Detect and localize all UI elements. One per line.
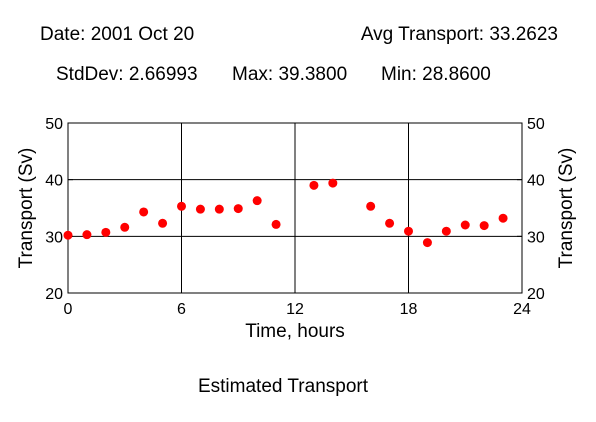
data-point (158, 218, 168, 228)
data-point (101, 227, 111, 237)
data-point (252, 196, 262, 206)
x-tick-label: 12 (286, 301, 304, 318)
x-tick-label: 6 (177, 301, 186, 318)
data-point (271, 219, 281, 229)
y-tick-label-left: 20 (45, 286, 63, 303)
x-tick-label: 24 (513, 301, 531, 318)
y-tick-label-left: 30 (45, 229, 63, 246)
data-point (82, 230, 92, 240)
data-point (233, 204, 243, 214)
data-point (422, 238, 432, 248)
data-points (63, 178, 508, 248)
stddev-label: StdDev: 2.66993 (56, 64, 198, 85)
data-point (214, 204, 224, 214)
data-point (177, 201, 186, 211)
data-point (139, 207, 149, 217)
data-point (498, 213, 508, 223)
data-point (385, 218, 395, 228)
max-label: Max: 39.3800 (232, 64, 348, 85)
y-tick-label-left: 50 (45, 116, 63, 133)
y-axis-label-right: Transport (Sv) (556, 148, 577, 269)
avg-transport-label: Avg Transport: 33.2623 (360, 24, 558, 45)
x-axis-label: Time, hours (245, 321, 345, 342)
data-point (120, 222, 130, 232)
data-point (328, 178, 338, 188)
y-tick-label-left: 40 (45, 173, 63, 190)
date-label: Date: 2001 Oct 20 (40, 24, 195, 45)
y-axis-label-left: Transport (Sv) (16, 148, 37, 269)
y-tick-label-right: 50 (527, 116, 545, 133)
y-tick-label-right: 40 (527, 173, 545, 190)
data-point (479, 221, 489, 231)
data-point (441, 226, 451, 236)
min-label: Min: 28.8600 (381, 64, 491, 85)
data-point (63, 230, 73, 240)
chart-title: Estimated Transport (198, 376, 369, 397)
x-tick-label: 0 (64, 301, 73, 318)
y-tick-label-right: 20 (527, 286, 545, 303)
data-point (309, 180, 319, 190)
x-tick-label: 18 (400, 301, 418, 318)
data-point (404, 226, 413, 236)
y-tick-label-right: 30 (527, 229, 545, 246)
data-point (195, 204, 205, 214)
data-point (460, 220, 470, 230)
data-point (366, 201, 376, 211)
grid-lines (68, 123, 522, 293)
